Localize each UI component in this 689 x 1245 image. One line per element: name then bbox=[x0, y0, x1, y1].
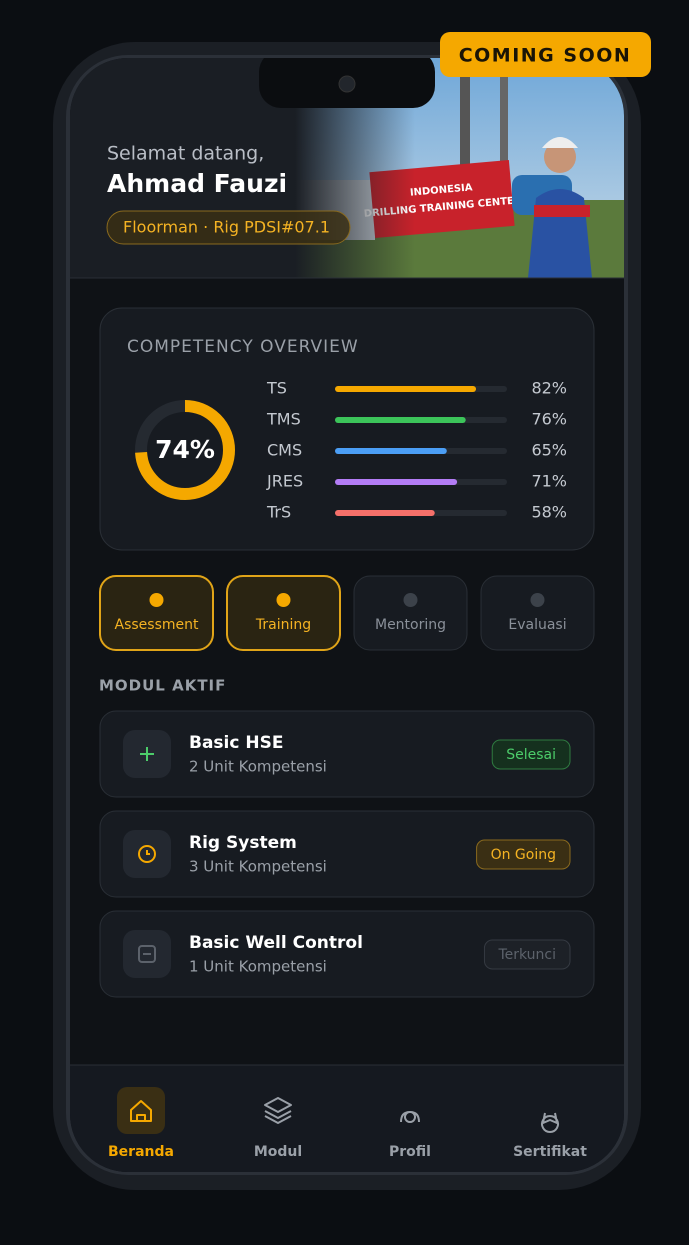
module-card[interactable] bbox=[99, 710, 595, 798]
donut-label: 74% bbox=[155, 435, 215, 464]
overview-title: COMPETENCY OVERVIEW bbox=[127, 337, 359, 357]
stage-dot bbox=[530, 593, 545, 607]
camera bbox=[338, 75, 356, 93]
module-status: Terkunci bbox=[497, 947, 556, 963]
status-badge bbox=[483, 939, 571, 970]
competency-name: TrS bbox=[266, 503, 291, 522]
stage-dot bbox=[403, 593, 418, 607]
role: Floorman · Rig PDSI#07.1 bbox=[123, 218, 330, 237]
bar bbox=[335, 386, 477, 392]
module-icon bbox=[138, 845, 156, 863]
module-units: 2 Unit Kompetensi bbox=[189, 758, 327, 776]
module-status: On Going bbox=[491, 847, 556, 863]
module-title: Basic Well Control bbox=[189, 933, 363, 953]
competency-value: 71% bbox=[531, 472, 567, 491]
stage-dot bbox=[276, 593, 291, 607]
role-pill bbox=[106, 210, 351, 245]
nav-label[interactable]: Sertifikat bbox=[513, 1144, 587, 1160]
overview-card bbox=[99, 307, 595, 551]
module-icon bbox=[146, 850, 150, 855]
user-name: Ahmad Fauzi bbox=[107, 169, 287, 198]
nav-active-bg bbox=[117, 1087, 165, 1134]
module-icon bbox=[140, 747, 154, 761]
coming-soon: COMING SOON bbox=[459, 45, 632, 67]
module-title: Basic HSE bbox=[189, 733, 283, 753]
section-title: MODUL AKTIF bbox=[99, 677, 226, 695]
module-card[interactable] bbox=[99, 910, 595, 998]
competency-name: TS bbox=[266, 379, 287, 398]
competency-name: JRES bbox=[266, 472, 303, 491]
donut-arc bbox=[135, 400, 235, 500]
module-status: Selesai bbox=[506, 747, 556, 763]
bar bbox=[335, 417, 466, 423]
nav-icon[interactable] bbox=[130, 1100, 152, 1122]
competency-value: 58% bbox=[531, 503, 567, 522]
nav-label[interactable]: Profil bbox=[389, 1144, 431, 1160]
bar bbox=[335, 510, 435, 516]
competency-value: 76% bbox=[531, 410, 567, 429]
bar bbox=[335, 479, 458, 485]
competency-name: CMS bbox=[267, 441, 302, 460]
module-title: Rig System bbox=[189, 833, 297, 853]
competency-value: 65% bbox=[531, 441, 567, 460]
competency-name: TMS bbox=[266, 410, 301, 429]
stage-tab[interactable] bbox=[480, 575, 595, 651]
nav-label[interactable]: Modul bbox=[254, 1144, 302, 1160]
stage-label: Evaluasi bbox=[508, 617, 566, 633]
nav-label[interactable]: Beranda bbox=[108, 1144, 174, 1160]
sign-text: INDONESIA bbox=[410, 182, 474, 198]
nav-icon[interactable] bbox=[541, 1112, 559, 1133]
stage-tab[interactable] bbox=[99, 575, 214, 651]
module-card[interactable] bbox=[99, 810, 595, 898]
coming-soon-badge bbox=[440, 32, 651, 77]
stage-tab[interactable] bbox=[226, 575, 341, 651]
greeting: Selamat datang, bbox=[107, 143, 264, 165]
status-badge bbox=[491, 739, 571, 770]
nav-icon[interactable] bbox=[264, 1097, 292, 1124]
module-units: 1 Unit Kompetensi bbox=[189, 958, 327, 976]
competency-value: 82% bbox=[531, 379, 567, 398]
status-badge bbox=[476, 839, 571, 870]
stage-label: Mentoring bbox=[375, 617, 446, 633]
module-units: 3 Unit Kompetensi bbox=[189, 858, 327, 876]
bar bbox=[335, 448, 447, 454]
stage-label: Assessment bbox=[115, 617, 199, 633]
stage-dot bbox=[149, 593, 164, 607]
nav-icon[interactable] bbox=[400, 1111, 420, 1123]
stage-tab[interactable] bbox=[353, 575, 468, 651]
stage-label: Training bbox=[255, 617, 311, 633]
module-icon bbox=[138, 945, 156, 963]
